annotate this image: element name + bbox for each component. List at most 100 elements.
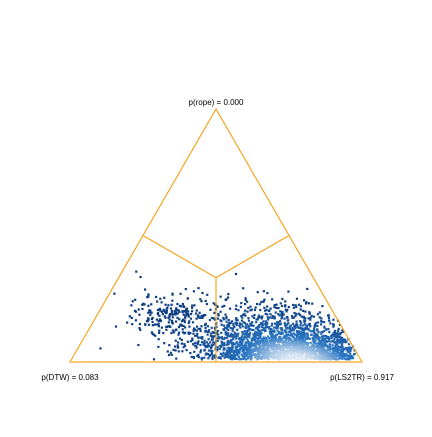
- density-point: [289, 337, 292, 340]
- density-point: [270, 337, 273, 340]
- density-point: [113, 292, 116, 295]
- density-point: [275, 303, 278, 306]
- density-point: [316, 344, 319, 347]
- density-point: [304, 302, 308, 305]
- density-point: [164, 303, 167, 306]
- density-point: [312, 346, 315, 349]
- density-point: [272, 339, 275, 342]
- density-point: [258, 351, 262, 354]
- density-point: [222, 351, 225, 354]
- density-point: [195, 345, 198, 348]
- density-point: [244, 326, 248, 330]
- density-point: [305, 325, 308, 328]
- density-point: [265, 349, 268, 352]
- density-point: [291, 355, 294, 358]
- density-point: [191, 337, 194, 340]
- density-point: [332, 352, 335, 355]
- density-point: [326, 345, 329, 348]
- density-point: [183, 332, 186, 335]
- density-point: [323, 354, 326, 358]
- density-point: [216, 346, 219, 349]
- density-point: [189, 351, 192, 355]
- density-point: [137, 343, 140, 347]
- density-point: [293, 325, 297, 328]
- density-point: [255, 342, 258, 345]
- density-point: [216, 339, 219, 343]
- density-point: [194, 341, 197, 344]
- density-point: [246, 349, 249, 352]
- density-point: [241, 330, 244, 334]
- density-point: [304, 355, 307, 358]
- density-point: [299, 347, 302, 350]
- density-point: [208, 355, 211, 358]
- density-point: [284, 344, 287, 347]
- density-point: [247, 326, 250, 329]
- density-point: [301, 352, 305, 355]
- density-point: [234, 318, 238, 321]
- density-point: [238, 337, 241, 341]
- density-point: [209, 334, 213, 338]
- region-divider-ls2tr: [215, 234, 290, 279]
- density-point: [166, 350, 169, 353]
- density-point: [297, 338, 300, 341]
- density-point: [267, 318, 270, 321]
- density-point: [171, 319, 174, 322]
- density-point: [333, 329, 337, 332]
- density-point: [241, 313, 245, 316]
- density-point: [181, 309, 184, 313]
- density-point: [328, 350, 331, 353]
- density-point: [167, 325, 170, 328]
- density-point: [262, 348, 266, 351]
- density-point: [189, 340, 193, 343]
- density-point: [325, 340, 329, 344]
- density-point: [264, 337, 267, 340]
- density-point: [312, 328, 316, 331]
- density-point: [313, 331, 316, 334]
- density-point: [134, 319, 137, 322]
- density-point: [310, 330, 313, 333]
- density-point: [228, 351, 232, 355]
- density-point: [155, 318, 159, 321]
- density-point: [131, 323, 134, 326]
- density-point: [258, 354, 261, 357]
- density-point: [225, 343, 228, 346]
- density-point: [197, 340, 200, 343]
- density-point: [299, 350, 303, 353]
- density-point: [288, 349, 291, 352]
- density-point: [227, 328, 230, 332]
- density-point: [226, 347, 229, 350]
- density-point: [263, 345, 266, 348]
- density-point: [159, 319, 162, 322]
- density-point: [297, 339, 300, 343]
- density-point: [192, 343, 195, 346]
- density-point: [299, 332, 302, 335]
- density-point: [280, 312, 284, 316]
- density-point: [238, 345, 241, 348]
- density-point: [174, 329, 177, 332]
- density-point: [253, 332, 256, 335]
- density-point: [291, 314, 294, 318]
- density-point: [178, 337, 182, 340]
- density-point: [297, 358, 301, 361]
- density-point: [254, 306, 257, 309]
- density-point: [342, 339, 346, 342]
- density-point: [210, 335, 214, 338]
- density-point: [283, 330, 287, 333]
- density-point: [218, 337, 221, 340]
- density-point: [162, 308, 165, 312]
- density-point: [263, 356, 266, 359]
- vertex-label-ls2tr: p(LS2TR) = 0.917: [330, 373, 394, 382]
- density-point: [309, 318, 312, 321]
- density-point: [247, 319, 251, 322]
- density-point: [284, 339, 287, 342]
- density-point: [156, 313, 159, 316]
- density-point: [250, 340, 253, 343]
- density-point: [323, 337, 327, 341]
- density-point: [340, 351, 343, 354]
- density-point: [242, 337, 245, 341]
- density-point: [225, 315, 228, 319]
- density-point: [240, 319, 243, 322]
- density-point: [212, 341, 215, 344]
- density-point: [190, 310, 194, 313]
- density-point: [226, 340, 229, 343]
